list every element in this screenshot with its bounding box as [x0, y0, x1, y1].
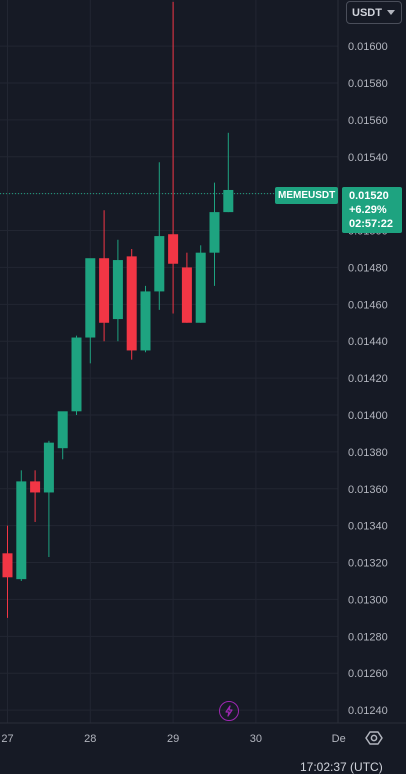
candle-body — [43, 442, 54, 493]
y-tick-label: 0.01480 — [348, 262, 388, 274]
candle[interactable] — [195, 245, 206, 323]
y-tick-label: 0.01560 — [348, 115, 388, 127]
candle[interactable] — [181, 252, 192, 323]
candle-body — [30, 481, 41, 493]
gear-icon[interactable] — [364, 728, 384, 748]
candle[interactable] — [30, 470, 41, 522]
last-price-value: 0.01520 — [349, 190, 389, 202]
y-tick-label: 0.01600 — [348, 41, 388, 53]
candle[interactable] — [43, 440, 54, 558]
candle-body — [154, 236, 165, 292]
candle[interactable] — [126, 248, 137, 360]
candle[interactable] — [168, 1, 179, 314]
candle-body — [126, 256, 137, 351]
candle[interactable] — [16, 470, 27, 581]
y-tick-label: 0.01580 — [348, 78, 388, 90]
y-tick-label: 0.01320 — [348, 558, 388, 570]
candle[interactable] — [140, 285, 151, 353]
y-tick-label: 0.01440 — [348, 336, 388, 348]
y-tick-label: 0.01340 — [348, 521, 388, 533]
candle-body — [209, 212, 220, 253]
x-tick-label: 28 — [84, 733, 96, 745]
candle[interactable] — [99, 210, 110, 342]
candle-body — [112, 260, 123, 320]
currency-select-label: USDT — [352, 6, 382, 19]
x-tick-label: 29 — [167, 733, 179, 745]
y-tick-label: 0.01300 — [348, 594, 388, 606]
y-tick-label: 0.01400 — [348, 410, 388, 422]
candle[interactable] — [209, 182, 220, 286]
y-tick-label: 0.01280 — [348, 631, 388, 643]
candle-body — [223, 189, 234, 213]
candle-body — [168, 234, 179, 264]
candle[interactable] — [85, 258, 96, 364]
y-tick-label: 0.01420 — [348, 373, 388, 385]
chevron-down-icon — [387, 10, 395, 15]
candle-body — [85, 258, 96, 338]
y-tick-label: 0.01460 — [348, 299, 388, 311]
candle[interactable] — [223, 132, 234, 213]
candle[interactable] — [2, 525, 13, 618]
x-tick-label: 30 — [250, 733, 262, 745]
clock: 17:02:37 (UTC) — [300, 760, 383, 774]
candle-body — [2, 553, 13, 578]
x-tick-label: De — [332, 733, 346, 745]
candle-body — [181, 267, 192, 323]
y-tick-label: 0.01540 — [348, 152, 388, 164]
candle[interactable] — [71, 335, 82, 415]
y-tick-label: 0.01260 — [348, 668, 388, 680]
y-tick-label: 0.01240 — [348, 705, 388, 717]
candle[interactable] — [57, 411, 68, 460]
candle[interactable] — [154, 162, 165, 310]
x-tick-label: 27 — [1, 733, 13, 745]
last-price-label: 0.01520 +6.29% 02:57:22 — [342, 187, 402, 233]
y-tick-label: 0.01360 — [348, 484, 388, 496]
candle-body — [140, 291, 151, 351]
price-change: +6.29% — [349, 204, 387, 216]
candle-body — [71, 337, 82, 412]
candle-countdown: 02:57:22 — [349, 218, 394, 230]
symbol-label: MEMEUSDT — [275, 187, 339, 204]
lightning-bolt-icon[interactable] — [219, 701, 239, 721]
candle-body — [16, 481, 27, 580]
candle-body — [57, 411, 68, 449]
candle-body — [195, 252, 206, 323]
y-tick-label: 0.01380 — [348, 447, 388, 459]
candle-body — [99, 258, 110, 323]
currency-select[interactable]: USDT — [346, 1, 402, 24]
candle[interactable] — [112, 239, 123, 342]
